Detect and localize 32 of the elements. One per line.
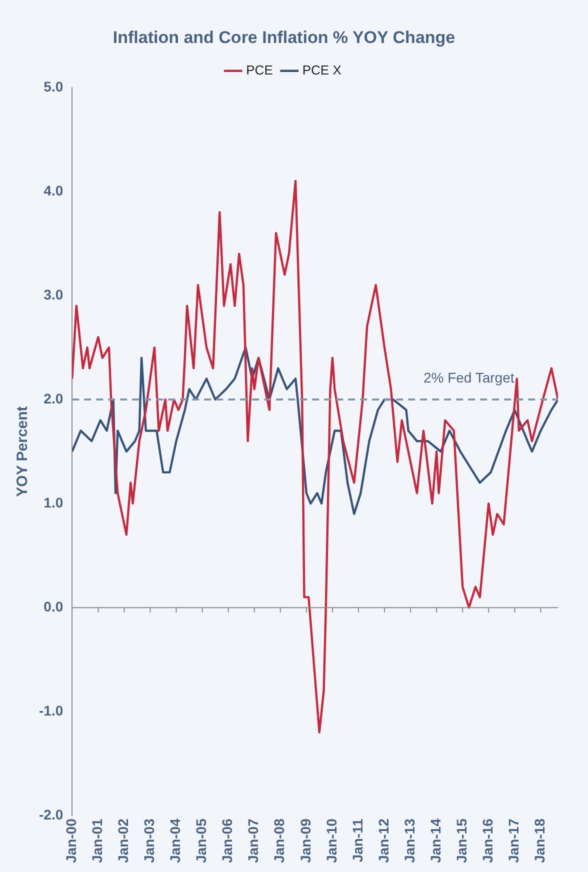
x-tick-label: Jan-03 xyxy=(141,818,158,863)
x-tick-label: Jan-17 xyxy=(506,818,522,863)
x-tick-label: Jan-00 xyxy=(62,818,79,863)
legend-label: PCE X xyxy=(302,62,342,78)
x-tick-label: Jan-10 xyxy=(323,818,340,863)
y-tick-label: -2.0 xyxy=(39,806,64,822)
y-tick-label: 2.0 xyxy=(44,390,64,406)
x-tick-label: Jan-13 xyxy=(401,818,418,863)
x-tick-label: Jan-09 xyxy=(297,818,314,863)
x-tick-label: Jan-16 xyxy=(479,818,496,863)
y-tick-label: 4.0 xyxy=(44,182,64,198)
x-tick-label: Jan-11 xyxy=(349,818,366,862)
chart-title: Inflation and Core Inflation % YOY Change xyxy=(112,28,456,47)
x-tick-label: Jan-04 xyxy=(167,818,184,863)
y-tick-label: 1.0 xyxy=(44,494,64,510)
ref-line-label: 2% Fed Target xyxy=(423,369,514,386)
y-tick-label: 0.0 xyxy=(44,598,64,614)
y-tick-label: 3.0 xyxy=(44,286,64,302)
x-tick-label: Jan-06 xyxy=(219,818,236,863)
x-tick-label: Jan-12 xyxy=(375,818,392,863)
y-axis-title: YOY Percent xyxy=(14,406,32,497)
x-tick-label: Jan-15 xyxy=(453,818,470,863)
x-tick-label: Jan-02 xyxy=(115,818,132,863)
x-tick-label: Jan-14 xyxy=(427,818,444,863)
x-tick-label: Jan-18 xyxy=(532,818,548,863)
x-tick-label: Jan-07 xyxy=(245,818,262,863)
x-tick-label: Jan-08 xyxy=(271,818,288,863)
x-tick-label: Jan-05 xyxy=(193,818,210,863)
y-tick-label: 5.0 xyxy=(44,78,64,94)
x-tick-label: Jan-01 xyxy=(89,818,106,863)
legend-label: PCE xyxy=(246,62,274,78)
y-tick-label: -1.0 xyxy=(39,702,64,718)
